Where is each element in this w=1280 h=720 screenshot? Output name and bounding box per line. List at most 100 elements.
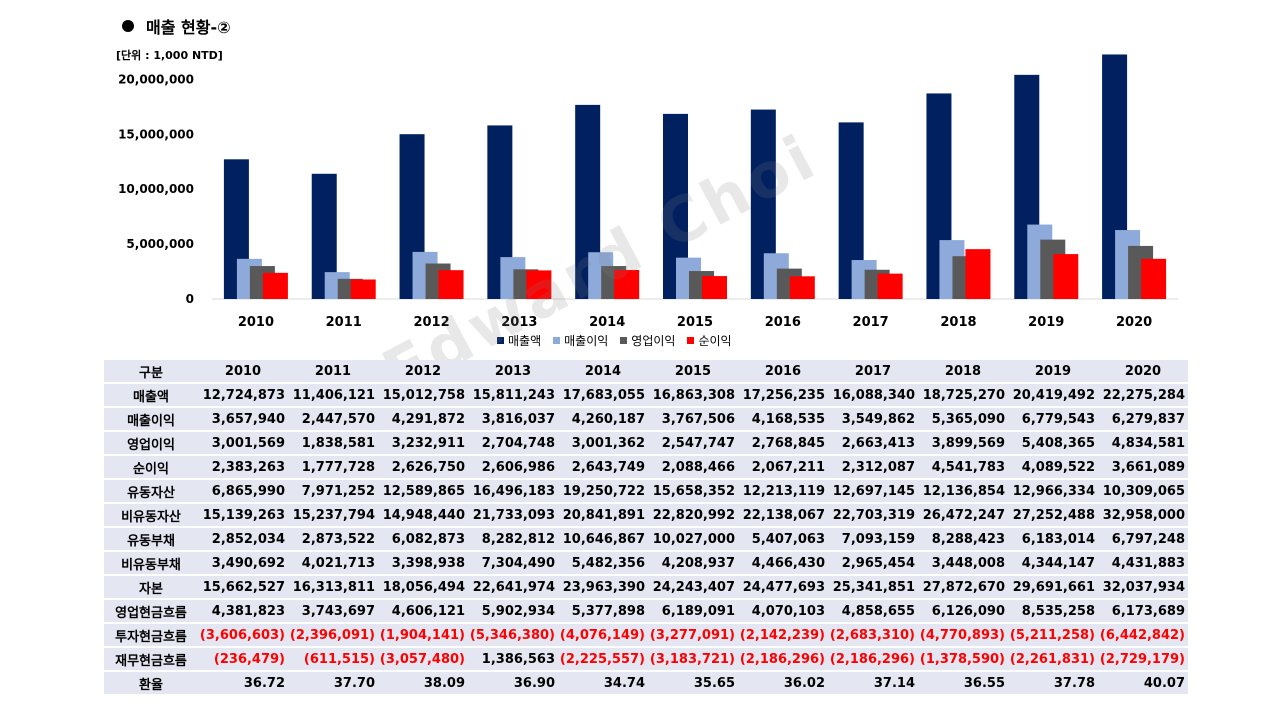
y-tick-label: 5,000,000 xyxy=(126,237,194,251)
table-cell: 27,872,670 xyxy=(918,576,1008,600)
unit-label: [단위 : 1,000 NTD] xyxy=(116,49,223,62)
table-cell: 15,662,527 xyxy=(198,576,288,600)
table-cell: 4,834,581 xyxy=(1098,432,1188,456)
table-cell: 8,288,423 xyxy=(918,528,1008,552)
table-cell: 3,001,362 xyxy=(558,432,648,456)
row-label: 유동부채 xyxy=(104,528,198,552)
table-cell: (6,442,842) xyxy=(1098,624,1188,648)
table-cell: 23,963,390 xyxy=(558,576,648,600)
x-tick-label: 2018 xyxy=(940,315,976,330)
table-cell: 27,252,488 xyxy=(1008,504,1098,528)
table-cell: 6,173,689 xyxy=(1098,600,1188,624)
row-label: 자본 xyxy=(104,576,198,600)
legend-swatch xyxy=(620,337,628,344)
table-cell: 2,768,845 xyxy=(738,432,828,456)
table-cell: (2,396,091) xyxy=(288,624,378,648)
table-cell: 37.78 xyxy=(1008,672,1098,696)
table-cell: (2,186,296) xyxy=(828,648,918,672)
table-cell: 4,260,187 xyxy=(558,408,648,432)
legend-swatch xyxy=(553,337,561,344)
legend-swatch xyxy=(497,337,504,344)
table-cell: 10,027,000 xyxy=(648,528,738,552)
bar-순이익-2016 xyxy=(789,276,815,299)
x-tick-label: 2019 xyxy=(1028,315,1064,330)
table-cell: 15,658,352 xyxy=(648,480,738,504)
row-label: 재무현금흐름 xyxy=(104,648,198,672)
table-cell: (5,211,258) xyxy=(1008,624,1098,648)
table-cell: 2,852,034 xyxy=(198,528,288,552)
table-cell: 4,541,783 xyxy=(918,456,1008,480)
table-cell: (2,142,239) xyxy=(738,624,828,648)
table-cell: 6,797,248 xyxy=(1098,528,1188,552)
table-cell: 36.90 xyxy=(468,672,558,696)
table-cell: 16,313,811 xyxy=(288,576,378,600)
x-tick-label: 2014 xyxy=(589,315,625,330)
table-cell: 4,466,430 xyxy=(738,552,828,576)
table-header-cell: 2011 xyxy=(288,360,378,384)
table-cell: 24,243,407 xyxy=(648,576,738,600)
table-cell: 2,606,986 xyxy=(468,456,558,480)
table-header-cell: 2019 xyxy=(1008,360,1098,384)
table-cell: 4,344,147 xyxy=(1008,552,1098,576)
x-tick-label: 2015 xyxy=(677,315,713,330)
y-tick-label: 15,000,000 xyxy=(118,127,194,141)
table-cell: 1,386,563 xyxy=(468,648,558,672)
table-row: 매출이익 3,657,940 2,447,570 4,291,872 3,816,037… xyxy=(104,408,1188,432)
legend-item: 순이익 xyxy=(687,332,732,349)
table-cell: 32,037,934 xyxy=(1098,576,1188,600)
row-label: 투자현금흐름 xyxy=(104,624,198,648)
row-label: 매출액 xyxy=(104,384,198,408)
table-cell: 40.07 xyxy=(1098,672,1188,696)
bar-순이익-2013 xyxy=(526,270,552,299)
bar-순이익-2014 xyxy=(614,269,640,299)
table-cell: (2,683,310) xyxy=(828,624,918,648)
table-cell: (3,057,480) xyxy=(378,648,468,672)
table-row: 투자현금흐름 (3,606,603) (2,396,091) (1,904,141)(… xyxy=(104,624,1188,648)
table-cell: 2,965,454 xyxy=(828,552,918,576)
table-cell: 3,549,862 xyxy=(828,408,918,432)
table-header-cell: 2018 xyxy=(918,360,1008,384)
table-cell: 11,406,121 xyxy=(288,384,378,408)
table-cell: 22,138,067 xyxy=(738,504,828,528)
legend-swatch xyxy=(687,337,695,344)
table-cell: 25,341,851 xyxy=(828,576,918,600)
x-tick-label: 2017 xyxy=(853,315,889,330)
table-header-cell: 2020 xyxy=(1098,360,1188,384)
table-cell: 4,431,883 xyxy=(1098,552,1188,576)
table-cell: 6,126,090 xyxy=(918,600,1008,624)
table-cell: 38.09 xyxy=(378,672,468,696)
table-row: 비유동부채 3,490,692 4,021,713 3,398,938 7,304,49… xyxy=(104,552,1188,576)
chart-title-text: 매출 현황-② xyxy=(146,18,231,37)
table-cell: 2,312,087 xyxy=(828,456,918,480)
bar-chart: 0 5,000,000 10,000,000 15,000,000 20,000,000… xyxy=(118,54,1178,330)
table-cell: 34.74 xyxy=(558,672,648,696)
table-row: 비유동자산 15,139,263 15,237,794 14,948,440 21,73… xyxy=(104,504,1188,528)
table-cell: 36.02 xyxy=(738,672,828,696)
row-label: 영업이익 xyxy=(104,432,198,456)
table-cell: 1,838,581 xyxy=(288,432,378,456)
table-cell: 3,398,938 xyxy=(378,552,468,576)
table-cell: 22,275,284 xyxy=(1098,384,1188,408)
table-cell: 4,089,522 xyxy=(1008,456,1098,480)
table-row: 영업이익 3,001,569 1,838,581 3,232,911 2,704,748… xyxy=(104,432,1188,456)
bar-순이익-2020 xyxy=(1141,258,1167,299)
bar-순이익-2018 xyxy=(965,249,991,299)
table-cell: 36.72 xyxy=(198,672,288,696)
legend-label: 영업이익 xyxy=(631,334,676,348)
table-cell: (3,277,091) xyxy=(648,624,738,648)
legend-item: 매출이익 xyxy=(553,332,608,349)
table-cell: 5,365,090 xyxy=(918,408,1008,432)
table-cell: 14,948,440 xyxy=(378,504,468,528)
table-cell: (3,183,721) xyxy=(648,648,738,672)
table-cell: 16,863,308 xyxy=(648,384,738,408)
table-cell: 15,811,243 xyxy=(468,384,558,408)
table-row: 매출액 12,724,873 11,406,121 15,012,758 15,811,… xyxy=(104,384,1188,408)
table-cell: 17,256,235 xyxy=(738,384,828,408)
row-label: 환율 xyxy=(104,672,198,696)
table-cell: 3,657,940 xyxy=(198,408,288,432)
table-cell: 35.65 xyxy=(648,672,738,696)
table-cell: 12,213,119 xyxy=(738,480,828,504)
x-tick-label: 2012 xyxy=(413,315,449,330)
table-cell: 26,472,247 xyxy=(918,504,1008,528)
table-cell: 6,779,543 xyxy=(1008,408,1098,432)
